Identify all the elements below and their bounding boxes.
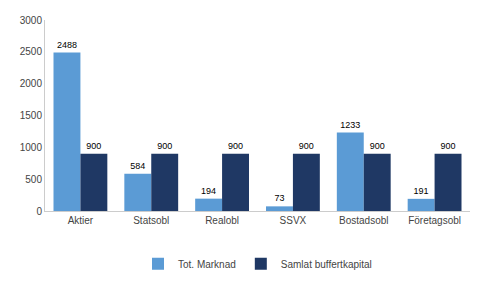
svg-text:1500: 1500: [20, 110, 43, 121]
svg-text:900: 900: [370, 141, 385, 151]
svg-text:194: 194: [201, 186, 216, 196]
svg-text:Företagsobl: Företagsobl: [408, 215, 461, 226]
svg-text:2500: 2500: [20, 46, 43, 57]
svg-text:Tot. Marknad: Tot. Marknad: [178, 259, 236, 270]
svg-text:191: 191: [414, 186, 429, 196]
svg-text:900: 900: [157, 141, 172, 151]
svg-text:Aktier: Aktier: [68, 215, 94, 226]
svg-text:Bostadsobl: Bostadsobl: [339, 215, 388, 226]
svg-text:584: 584: [130, 161, 145, 171]
svg-text:900: 900: [228, 141, 243, 151]
svg-text:900: 900: [441, 141, 456, 151]
svg-text:500: 500: [25, 174, 42, 185]
svg-text:1233: 1233: [340, 120, 360, 130]
svg-text:0: 0: [36, 206, 42, 217]
svg-text:2000: 2000: [20, 78, 43, 89]
svg-text:3000: 3000: [20, 15, 43, 26]
svg-text:SSVX: SSVX: [280, 215, 307, 226]
svg-text:1000: 1000: [20, 142, 43, 153]
svg-text:2488: 2488: [57, 40, 77, 50]
svg-text:900: 900: [299, 141, 314, 151]
svg-text:Statsobl: Statsobl: [133, 215, 169, 226]
svg-text:Samlat buffertkapital: Samlat buffertkapital: [281, 259, 372, 270]
svg-text:Realobl: Realobl: [205, 215, 239, 226]
svg-text:73: 73: [274, 193, 284, 203]
svg-text:900: 900: [86, 141, 101, 151]
